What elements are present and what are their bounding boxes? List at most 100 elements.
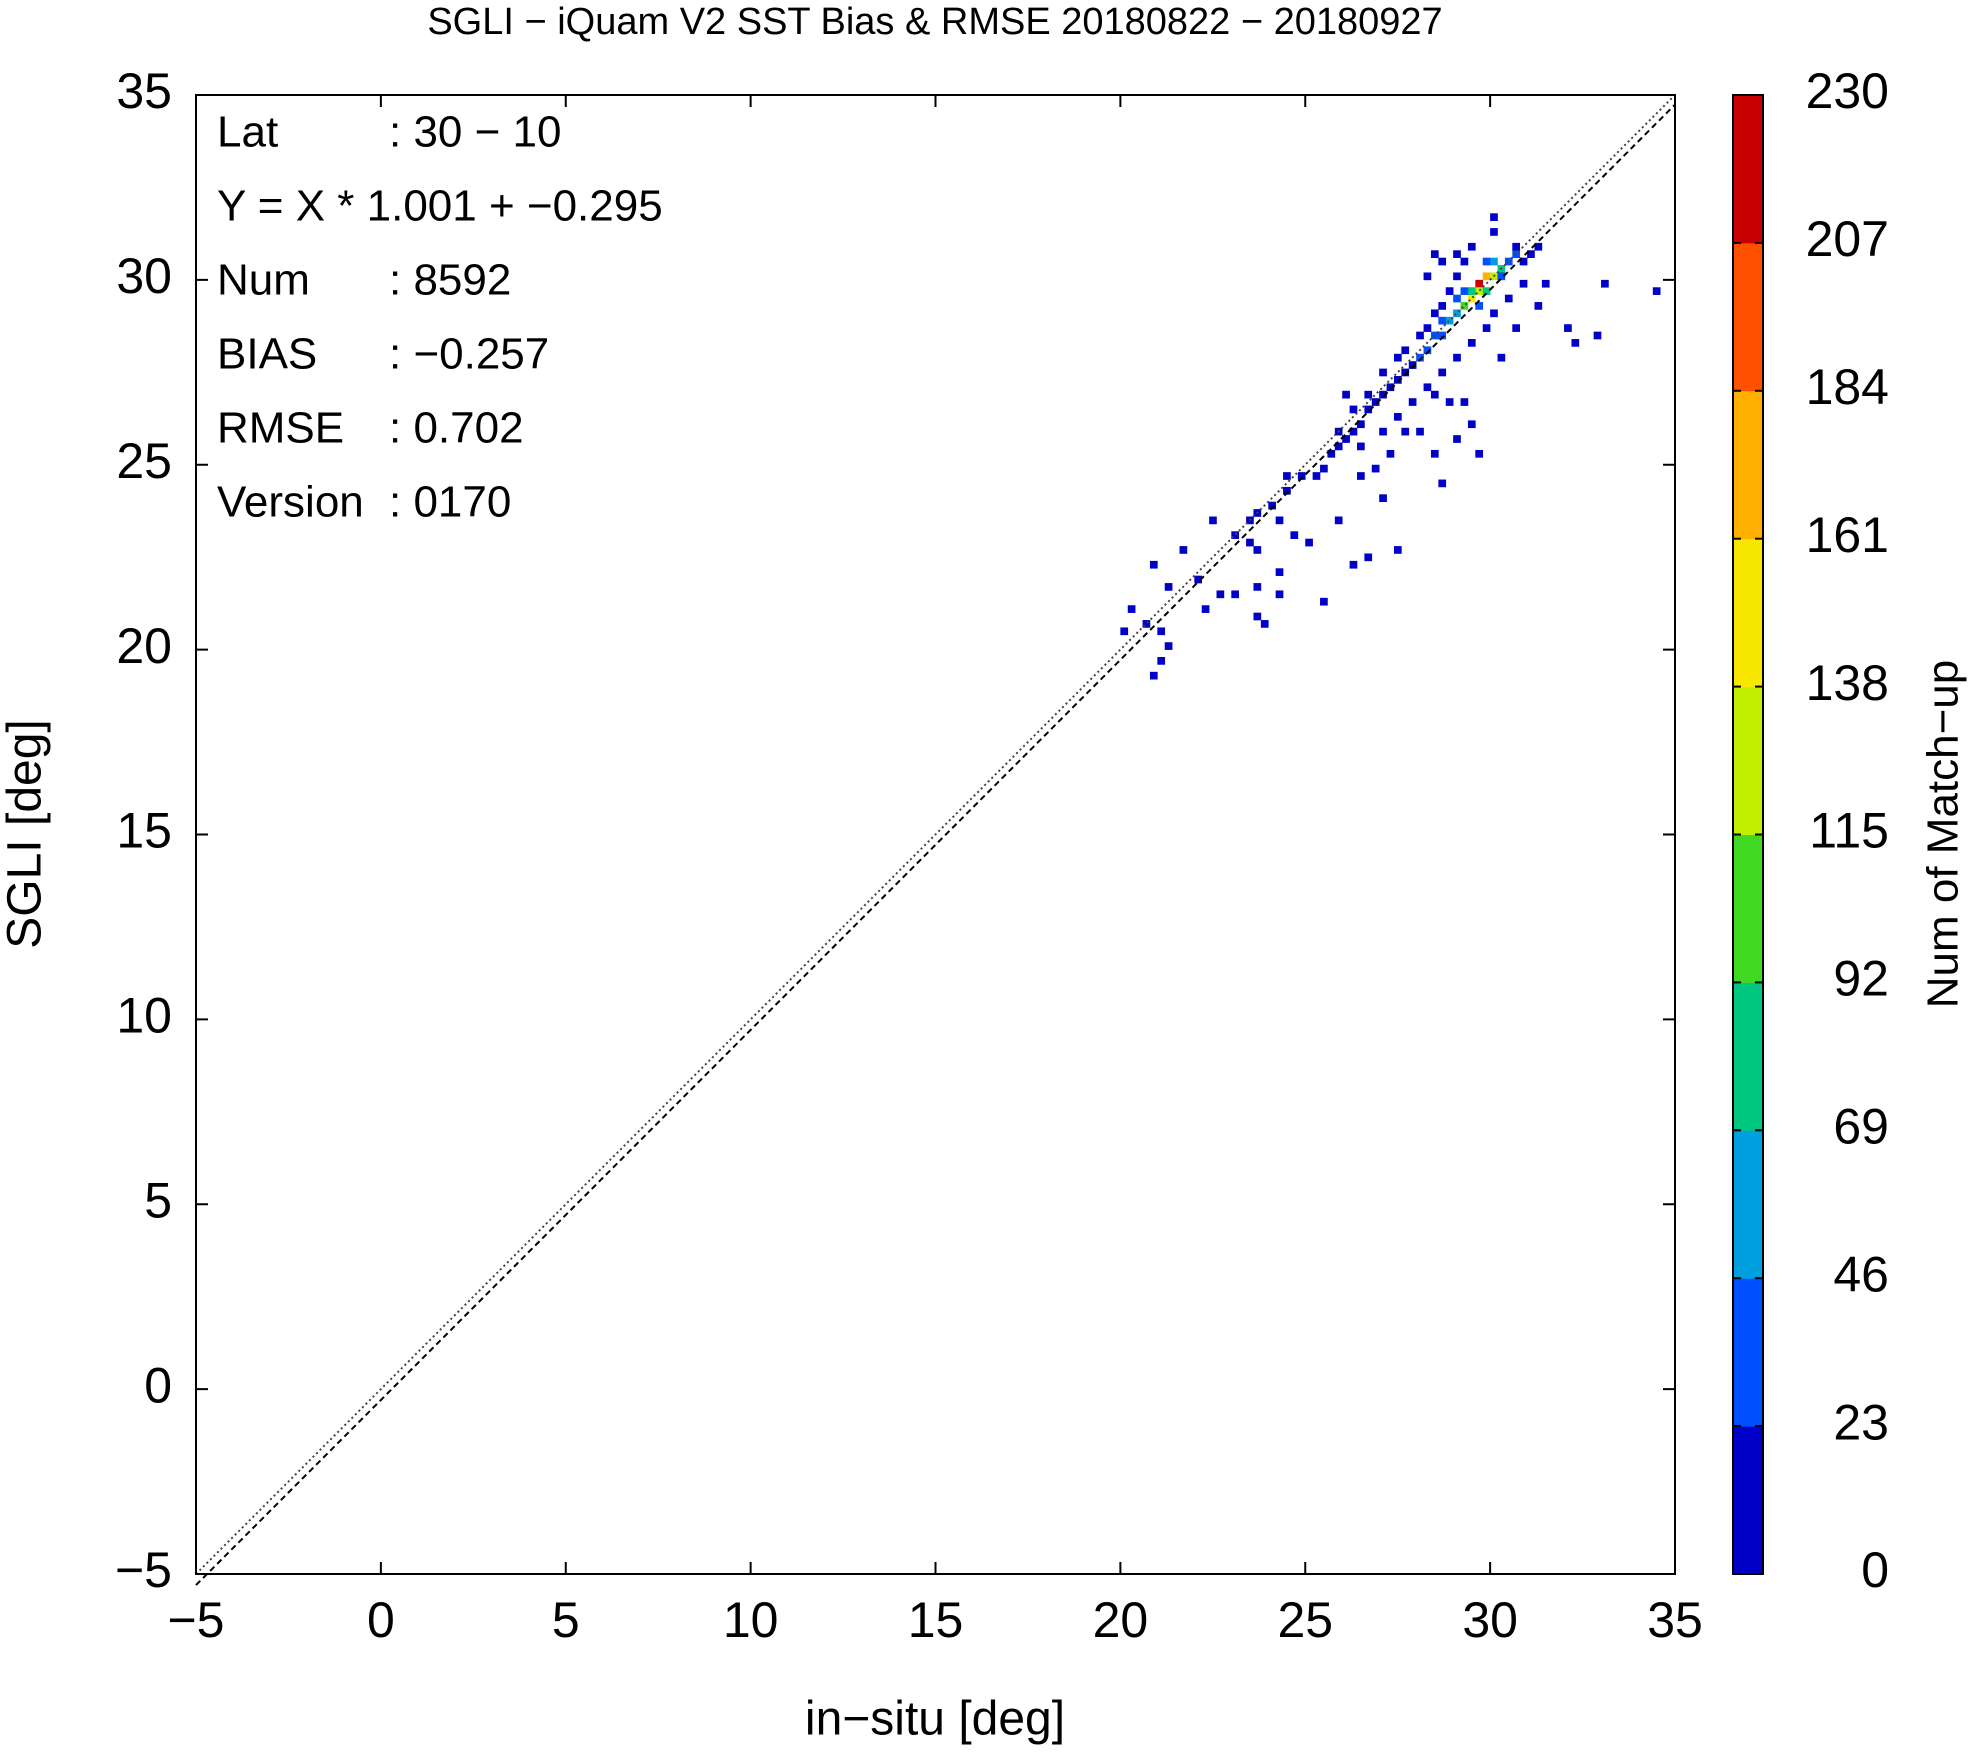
y-tick-label: 10 [116,988,172,1044]
heatmap-cell [1482,287,1491,295]
heatmap-cell [1142,620,1151,628]
reference-line [195,94,1676,1575]
heatmap-cell [1393,353,1402,362]
heatmap-cell [1231,590,1239,599]
heatmap-cell [1438,257,1447,266]
chart-title: SGLI − iQuam V2 SST Bias & RMSE 20180822… [427,1,1442,43]
annotation-label: BIAS [217,330,317,379]
heatmap-cell [1209,516,1217,525]
heatmap-cell [1534,302,1543,310]
y-tick-label: 15 [116,803,172,859]
colorbar-tick-label: 230 [1806,63,1889,119]
x-tick-label: 5 [552,1592,580,1648]
heatmap-cell [1475,302,1484,310]
heatmap-cell [1601,279,1609,288]
heatmap-cell [1364,553,1373,562]
y-tick-label: −5 [115,1542,172,1598]
colorbar-tick-label: 138 [1806,655,1889,711]
heatmap-cell [1149,671,1158,680]
heatmap-cell [1393,546,1402,554]
heatmap-cell [1438,302,1447,310]
heatmap-cell [1453,250,1461,258]
colorbar-band [1733,1278,1763,1427]
heatmap-cell [1379,368,1387,377]
heatmap-cell [1149,560,1158,569]
heatmap-cell [1253,612,1262,621]
heatmap-cell [1253,583,1262,591]
colorbar-tick-label: 184 [1806,359,1889,415]
annotation-value: : 30 − 10 [389,108,561,157]
x-tick-label: 30 [1462,1592,1518,1648]
heatmap-cell [1371,464,1380,473]
heatmap-cell [1327,449,1336,458]
y-tick-label: 5 [144,1172,172,1228]
heatmap-cell [1371,398,1380,406]
heatmap-cell [1157,627,1166,636]
heatmap-cell [1408,361,1417,369]
heatmap-cell [1430,390,1439,399]
heatmap-cell [1460,398,1469,406]
heatmap-cell [1164,583,1173,591]
heatmap-cell [1504,294,1513,303]
heatmap-cell [1467,339,1476,347]
heatmap-cell [1401,346,1410,355]
colorbar-band [1733,1426,1763,1575]
annotation-label: RMSE [217,404,344,453]
x-tick-label: 20 [1093,1592,1149,1648]
colorbar-tick-label: 69 [1833,1099,1889,1155]
heatmap-cell [1593,331,1602,340]
heatmap-cell [1445,287,1454,295]
heatmap-cell [1490,257,1498,266]
heatmap-cell [1379,494,1387,503]
heatmap-cell [1283,472,1291,480]
heatmap-cell [1519,257,1528,266]
heatmap-cell [1268,501,1276,510]
colorbar-band [1733,390,1763,540]
x-tick-label: 0 [367,1592,395,1648]
heatmap-cell [1290,531,1299,539]
heatmap-cell [1652,287,1661,295]
annotation-label: Lat [217,108,278,157]
heatmap-cell [1416,427,1424,436]
colorbar-tick-label: 115 [1809,803,1889,859]
heatmap-cell [1179,546,1188,554]
heatmap-cell [1438,479,1447,488]
annotation-value: : 0.702 [389,404,524,453]
heatmap-cell [1490,309,1498,318]
heatmap-cell [1201,605,1210,613]
heatmap-cell [1297,472,1306,480]
heatmap-cell [1401,368,1410,377]
heatmap-cell [1445,398,1454,406]
heatmap-cell [1349,560,1358,569]
heatmap-cell [1305,538,1313,547]
y-tick-label: 20 [116,618,172,674]
heatmap-cell [1512,242,1521,251]
x-tick-label: 15 [908,1592,964,1648]
heatmap-cell [1475,279,1484,288]
heatmap-cell [1357,420,1365,429]
heatmap-cell [1334,516,1343,525]
heatmap-cell [1482,257,1491,266]
colorbar-band [1733,686,1763,835]
heatmap-cell [1379,390,1387,399]
heatmap-cell [1393,412,1402,421]
x-axis-label: in−situ [deg] [805,1693,1065,1746]
heatmap-cell [1342,390,1350,399]
heatmap-cell [1283,486,1291,495]
reference-line [195,103,1676,1586]
heatmap-cell [1416,331,1424,340]
heatmap-cell [1231,531,1239,539]
heatmap-cell [1438,316,1447,325]
heatmap-cell [1460,287,1469,295]
heatmap-cell [1127,605,1136,613]
heatmap-cell [1430,309,1439,318]
heatmap-cell [1157,657,1166,665]
annotation-label: Version [217,478,364,527]
heatmap-cell [1386,383,1395,392]
heatmap-cell [1320,597,1328,606]
heatmap-cell [1194,575,1203,584]
heatmap-cell [1393,376,1402,384]
heatmap-cell [1253,546,1262,554]
